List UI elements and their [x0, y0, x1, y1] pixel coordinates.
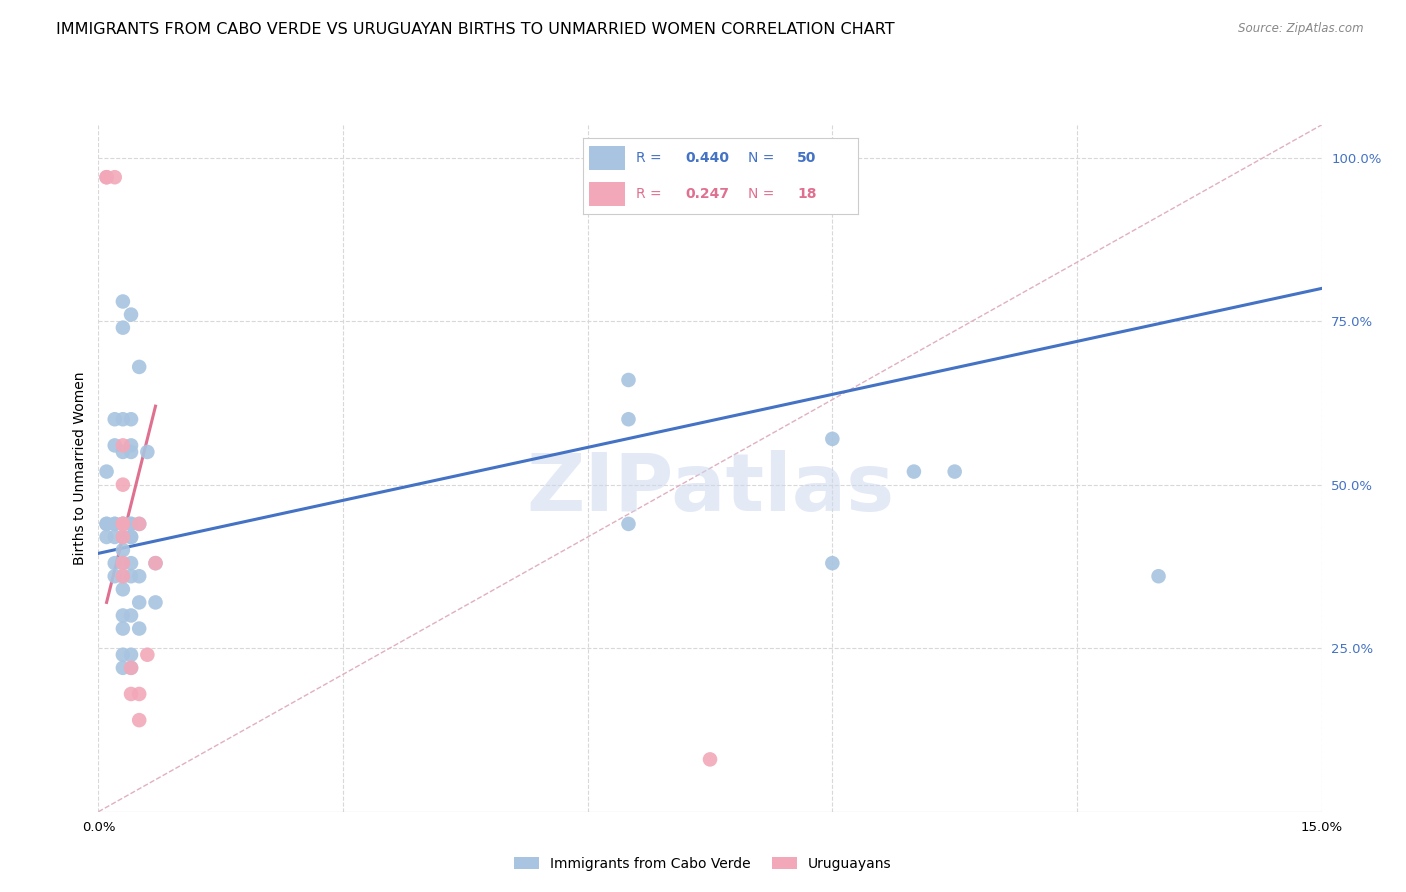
Text: 0.440: 0.440 — [685, 151, 728, 165]
Point — [145, 556, 167, 570]
Point — [111, 516, 134, 531]
Text: 50: 50 — [797, 151, 817, 165]
Point — [120, 438, 142, 452]
Point — [111, 608, 134, 623]
Point — [128, 687, 150, 701]
Text: ZIPatlas: ZIPatlas — [526, 450, 894, 528]
Point — [96, 530, 118, 544]
Point — [96, 465, 118, 479]
Point — [111, 294, 134, 309]
Point — [128, 595, 150, 609]
Point — [120, 608, 142, 623]
Point — [111, 530, 134, 544]
Point — [104, 556, 127, 570]
Point — [120, 530, 142, 544]
Point — [120, 308, 142, 322]
Point — [104, 569, 127, 583]
Point — [120, 687, 142, 701]
Point — [128, 516, 150, 531]
Point — [96, 170, 118, 185]
Point — [111, 516, 134, 531]
Text: 18: 18 — [797, 187, 817, 202]
Point — [120, 648, 142, 662]
Point — [145, 556, 167, 570]
Text: R =: R = — [636, 151, 665, 165]
Point — [104, 530, 127, 544]
Point — [617, 412, 640, 426]
Point — [145, 595, 167, 609]
Point — [111, 320, 134, 334]
Text: N =: N = — [748, 187, 779, 202]
Point — [111, 661, 134, 675]
Point — [617, 516, 640, 531]
Y-axis label: Births to Unmarried Women: Births to Unmarried Women — [73, 372, 87, 565]
Bar — [589, 146, 624, 170]
Point — [1147, 569, 1170, 583]
Point — [120, 556, 142, 570]
Point — [120, 412, 142, 426]
Point — [111, 477, 134, 491]
Point — [120, 661, 142, 675]
Point — [120, 661, 142, 675]
Point — [120, 516, 142, 531]
Text: Source: ZipAtlas.com: Source: ZipAtlas.com — [1239, 22, 1364, 36]
Point — [111, 582, 134, 597]
Point — [111, 543, 134, 558]
Point — [128, 359, 150, 374]
Point — [120, 445, 142, 459]
Point — [104, 516, 127, 531]
Point — [120, 530, 142, 544]
Point — [104, 438, 127, 452]
Point — [128, 569, 150, 583]
Point — [111, 569, 134, 583]
Point — [96, 170, 118, 185]
Point — [111, 530, 134, 544]
Text: N =: N = — [748, 151, 779, 165]
Point — [617, 373, 640, 387]
Text: 0.247: 0.247 — [685, 187, 728, 202]
Point — [136, 445, 159, 459]
Point — [111, 556, 134, 570]
Point — [111, 445, 134, 459]
Point — [821, 432, 844, 446]
Point — [111, 516, 134, 531]
Text: IMMIGRANTS FROM CABO VERDE VS URUGUAYAN BIRTHS TO UNMARRIED WOMEN CORRELATION CH: IMMIGRANTS FROM CABO VERDE VS URUGUAYAN … — [56, 22, 894, 37]
Point — [111, 556, 134, 570]
Point — [128, 713, 150, 727]
Point — [111, 622, 134, 636]
Bar — [589, 182, 624, 207]
Point — [96, 516, 118, 531]
Point — [943, 465, 966, 479]
Point — [111, 412, 134, 426]
Text: R =: R = — [636, 187, 665, 202]
Point — [104, 412, 127, 426]
Point — [96, 516, 118, 531]
Point — [111, 516, 134, 531]
Point — [128, 622, 150, 636]
Point — [104, 516, 127, 531]
Point — [903, 465, 925, 479]
Point — [699, 752, 721, 766]
Legend: Immigrants from Cabo Verde, Uruguayans: Immigrants from Cabo Verde, Uruguayans — [509, 851, 897, 876]
Point — [120, 516, 142, 531]
Point — [104, 170, 127, 185]
Point — [111, 648, 134, 662]
Point — [136, 648, 159, 662]
Point — [111, 438, 134, 452]
Point — [120, 569, 142, 583]
Point — [111, 569, 134, 583]
Point — [821, 556, 844, 570]
Point — [128, 516, 150, 531]
